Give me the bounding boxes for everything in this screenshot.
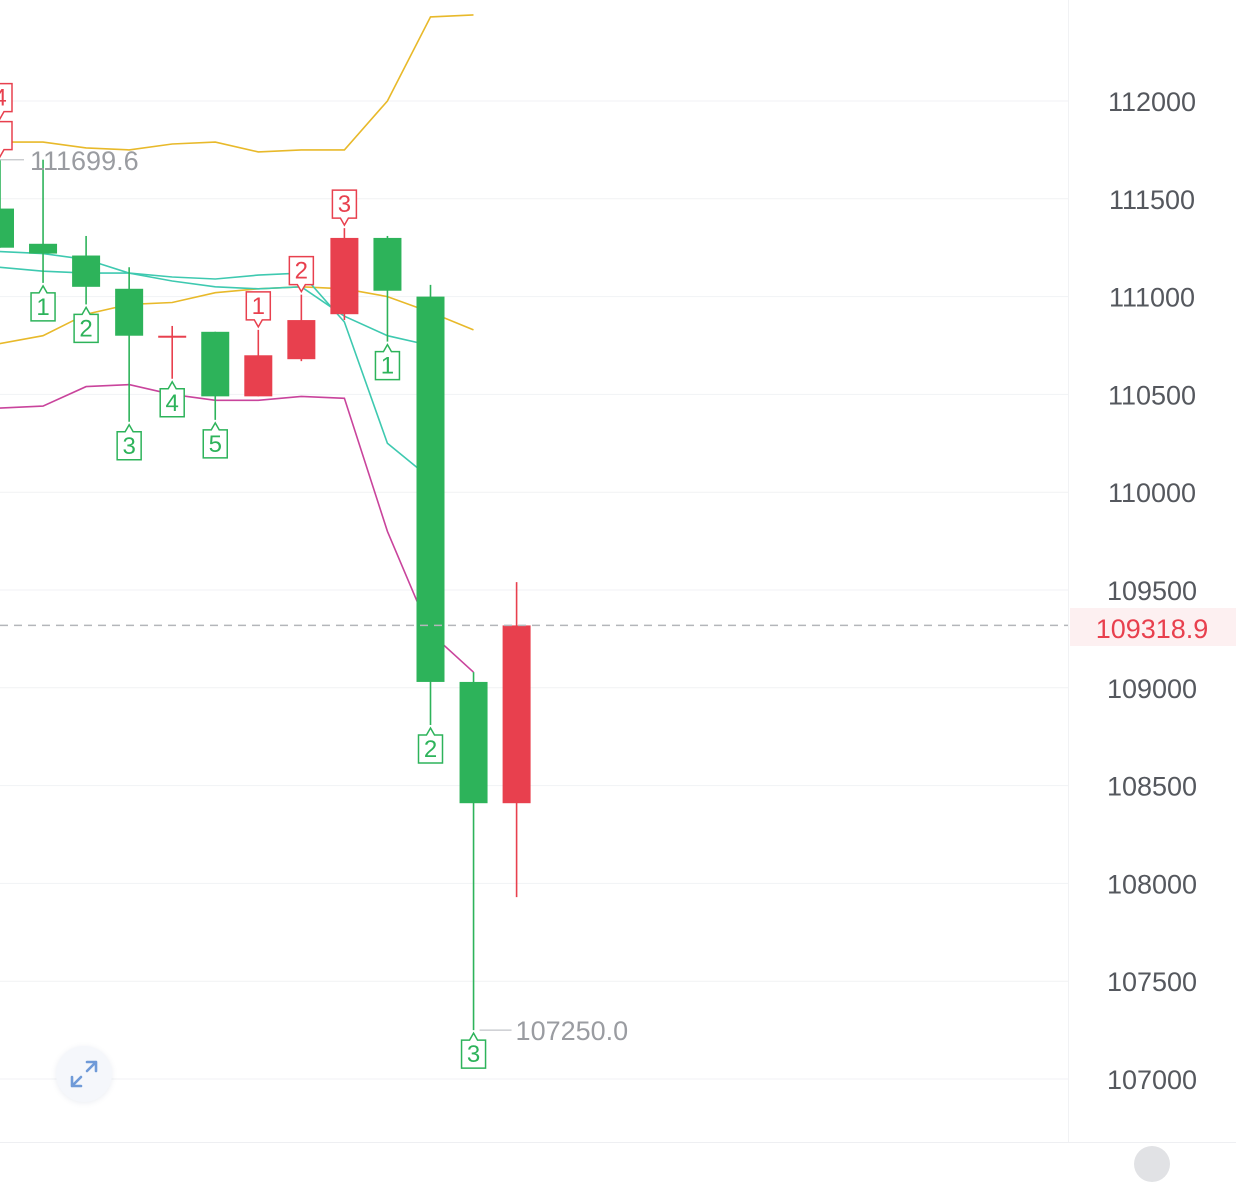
scroll-handle[interactable] xyxy=(1134,1146,1170,1182)
signal-marker-label: 5 xyxy=(209,431,222,458)
signal-marker-label: 3 xyxy=(122,433,135,460)
signal-marker xyxy=(0,82,13,121)
signal-marker xyxy=(0,120,13,159)
candle-body-down xyxy=(0,208,14,248)
signal-marker xyxy=(417,726,444,764)
candle-body-down xyxy=(459,681,488,804)
signal-marker-label: 3 xyxy=(467,1041,480,1068)
signal-marker-label: 2 xyxy=(295,258,308,285)
signal-marker-label: 1 xyxy=(381,353,394,380)
expand-chart-button[interactable] xyxy=(56,1046,112,1102)
signal-marker-label: 1 xyxy=(36,294,49,321)
signal-marker-label: 1 xyxy=(252,293,265,320)
signal-marker xyxy=(460,1031,487,1069)
signal-marker-layer: 4 1 2 3 4 5 1 2 3 1 2 3 xyxy=(0,82,487,1069)
signal-marker xyxy=(159,380,185,418)
candle-body-up xyxy=(287,320,316,360)
candle-body-down xyxy=(373,237,402,291)
low-price-label: 107250.0 xyxy=(516,1016,629,1046)
signal-marker xyxy=(30,284,56,322)
moving-average-line xyxy=(0,250,431,347)
candle-body-down xyxy=(416,296,445,682)
candle-body-up xyxy=(502,625,531,804)
moving-average-layer xyxy=(0,14,475,673)
time-axis[interactable] xyxy=(0,1142,1236,1157)
expand-icon xyxy=(70,1060,98,1088)
candle-body-down xyxy=(115,288,144,336)
signal-marker xyxy=(288,255,315,294)
signal-marker xyxy=(202,421,228,459)
high-price-label: 111699.6 xyxy=(30,146,139,176)
moving-average-line xyxy=(0,14,474,153)
signal-marker-label: 4 xyxy=(0,85,7,112)
signal-marker-label: 3 xyxy=(338,191,351,218)
signal-marker-label: 2 xyxy=(424,736,437,763)
moving-average-line xyxy=(0,266,432,480)
candle-body-up xyxy=(158,335,187,338)
candle-body-down xyxy=(72,255,101,287)
candle-body-up xyxy=(330,237,359,315)
candle-layer xyxy=(0,159,531,1031)
extreme-price-layer: 111699.6 107250.0 xyxy=(0,146,628,1046)
price-axis[interactable] xyxy=(1068,0,1236,1142)
signal-marker xyxy=(73,305,99,344)
signal-marker xyxy=(116,423,142,461)
grid-layer xyxy=(0,100,1068,1080)
signal-marker xyxy=(245,291,272,329)
moving-average-line xyxy=(0,383,475,673)
candle-body-down xyxy=(29,243,58,254)
candle-body-up xyxy=(244,355,273,397)
signal-marker xyxy=(331,189,358,227)
chart-canvas: 4 1 2 3 4 5 1 2 3 1 2 3 111699.6 107250.0 xyxy=(0,14,1068,1080)
signal-marker xyxy=(374,343,401,381)
signal-marker-label: 2 xyxy=(79,315,92,342)
candle-body-down xyxy=(201,331,230,397)
signal-marker-label: 4 xyxy=(166,390,179,417)
